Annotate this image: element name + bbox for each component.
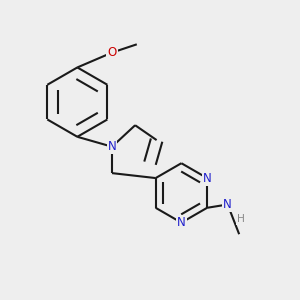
Text: H: H bbox=[237, 214, 245, 224]
Text: N: N bbox=[203, 172, 212, 184]
Text: O: O bbox=[107, 46, 117, 59]
Text: N: N bbox=[177, 216, 186, 229]
Text: N: N bbox=[108, 140, 116, 153]
Text: N: N bbox=[223, 198, 232, 211]
